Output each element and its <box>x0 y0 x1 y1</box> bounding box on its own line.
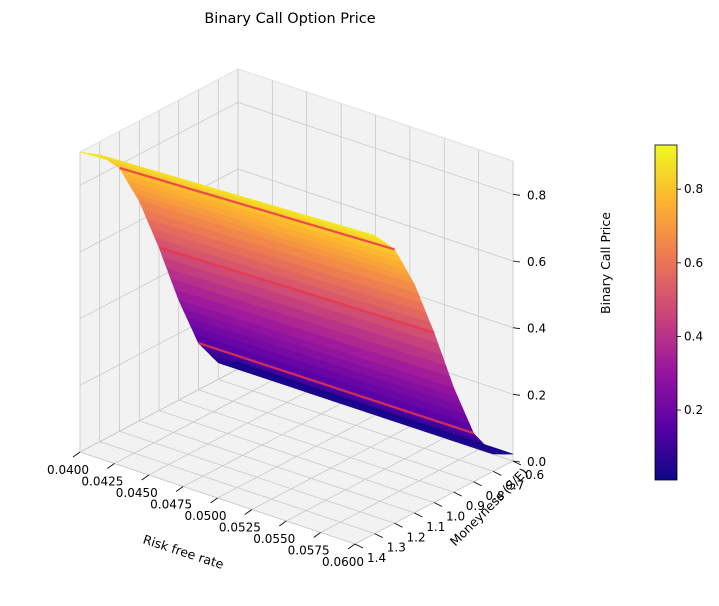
y-tick <box>394 522 403 528</box>
y-tick <box>414 512 423 518</box>
y-tick <box>473 481 482 487</box>
y-tick-label: 0.7 <box>505 478 524 492</box>
x-tick-label: 0.0500 <box>185 509 227 523</box>
x-tick-label: 0.0550 <box>253 532 295 546</box>
z-tick <box>512 393 521 396</box>
z-tick <box>512 460 521 463</box>
gridline <box>79 101 239 186</box>
x-tick <box>141 474 149 481</box>
y-tick-label: 1.2 <box>407 530 426 544</box>
colorbar-tick-label: 0.8 <box>684 182 703 196</box>
x-tick <box>313 532 321 538</box>
z-tick-label: 0.6 <box>527 255 546 269</box>
contour-line <box>158 246 435 334</box>
x-tick-label: 0.0400 <box>47 463 89 477</box>
contour-line <box>198 342 474 435</box>
x-tick <box>244 509 253 515</box>
surface-patch <box>497 449 514 455</box>
x-tick <box>107 463 115 469</box>
gridline <box>119 430 395 524</box>
colorbar-tick-label: 0.4 <box>684 329 703 343</box>
gridline <box>99 441 375 535</box>
x-tick-label: 0.0600 <box>322 555 364 569</box>
colorbar-tick-label: 0.2 <box>684 403 703 417</box>
x-tick <box>279 520 287 527</box>
x-tick <box>210 497 218 504</box>
y-tick <box>512 460 522 466</box>
gridline <box>237 168 514 262</box>
z-axis-label: Binary Call Price <box>598 212 613 314</box>
z-tick-label: 0.4 <box>527 322 546 336</box>
chart-title: Binary Call Option Price <box>204 11 375 27</box>
y-tick <box>493 471 502 476</box>
x-tick <box>72 451 81 458</box>
y-tick <box>374 533 383 538</box>
y-tick <box>433 502 443 507</box>
x-tick-label: 0.0450 <box>116 486 158 500</box>
colorbar <box>654 144 678 481</box>
x-tick-label: 0.0575 <box>288 544 330 558</box>
gridline <box>158 410 435 503</box>
y-tick-label: 1.1 <box>426 520 445 534</box>
y-tick-label: 1.0 <box>446 510 465 524</box>
y-tick-label: 0.8 <box>486 489 505 503</box>
z-tick-label: 0.8 <box>527 188 546 202</box>
z-tick-label: 0.2 <box>527 388 546 402</box>
y-tick <box>354 543 364 549</box>
gridline <box>79 368 239 453</box>
x-tick-label: 0.0525 <box>219 521 261 535</box>
gridline <box>139 420 415 514</box>
x-tick <box>347 543 356 550</box>
x-tick-label: 0.0475 <box>150 498 192 512</box>
y-tick-label: 1.4 <box>367 551 386 565</box>
z-tick-label: 0.0 <box>527 455 546 469</box>
x-tick-label: 0.0425 <box>81 475 123 489</box>
gridline <box>237 101 514 195</box>
x-tick <box>175 486 184 492</box>
z-tick <box>512 260 521 263</box>
gridline <box>178 399 454 493</box>
y-tick-label: 0.9 <box>466 499 485 513</box>
contour-line <box>119 166 395 251</box>
z-tick <box>512 327 521 330</box>
gridline <box>198 389 474 483</box>
x-axis-label: Risk free rate <box>141 532 226 572</box>
colorbar-tick-label: 0.6 <box>684 256 703 270</box>
y-tick <box>453 491 462 497</box>
gridline <box>218 378 494 472</box>
y-tick-label: 0.6 <box>525 468 544 482</box>
y-tick-label: 1.3 <box>387 541 406 555</box>
z-tick <box>512 193 521 196</box>
